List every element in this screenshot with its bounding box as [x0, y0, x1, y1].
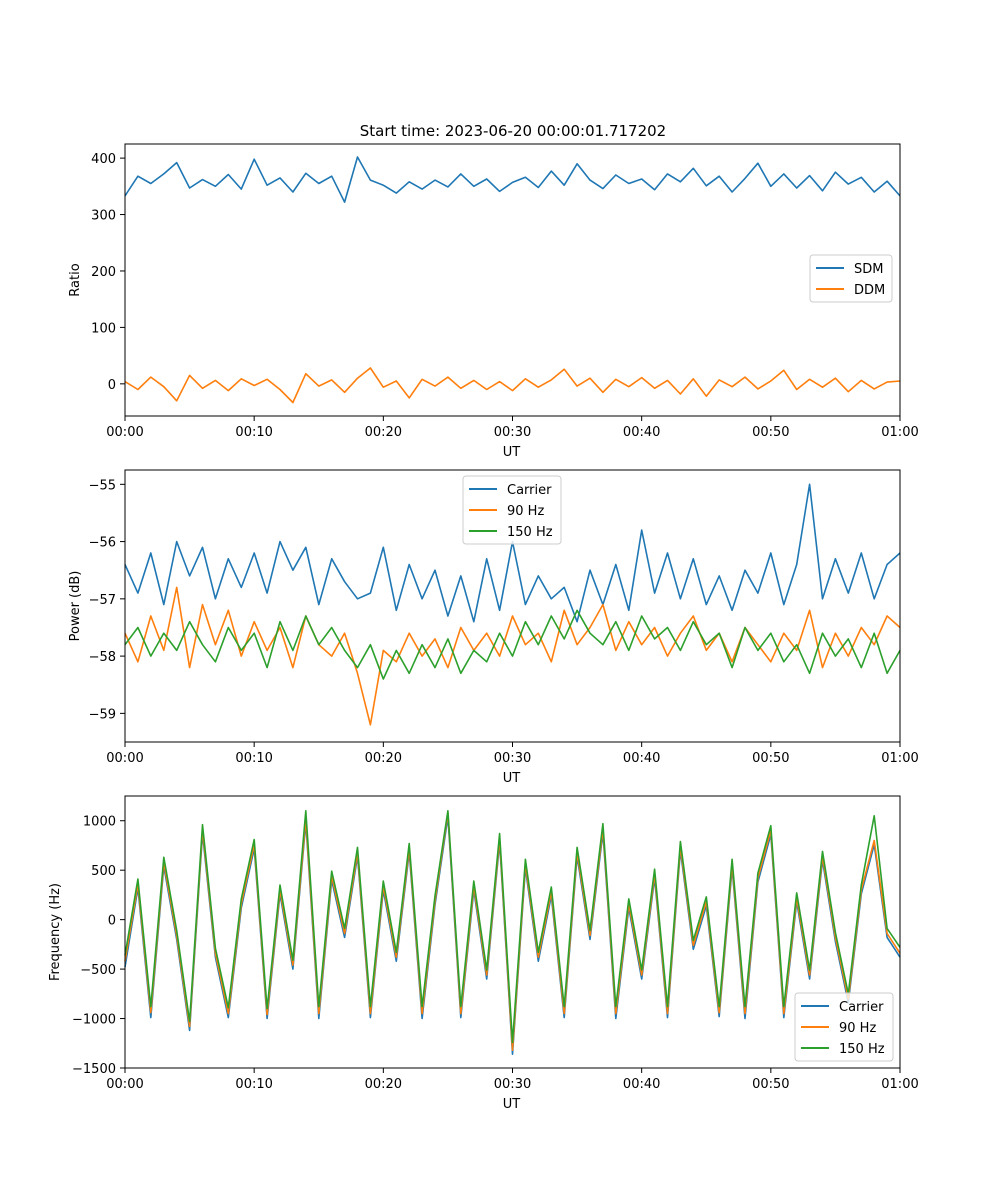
x-tick-label: 00:10 — [235, 751, 272, 766]
legend: Carrier 90 Hz 150 Hz — [794, 992, 894, 1062]
y-axis-label: Power (dB) — [68, 571, 83, 642]
x-tick-label: 00:40 — [623, 751, 660, 766]
y-tick-label: 300 — [91, 209, 116, 224]
y-tick-label: 100 — [91, 321, 116, 336]
x-tick-label: 00:20 — [365, 425, 402, 440]
series-line-150-hz — [124, 609, 901, 680]
legend: SDM DDM — [809, 254, 893, 303]
x-axis-label: UT — [503, 1097, 521, 1112]
y-tick-label: −1500 — [72, 1062, 116, 1077]
y-tick-label: −57 — [89, 593, 116, 608]
y-tick-label: −58 — [89, 650, 116, 665]
x-tick-label: 00:00 — [106, 425, 143, 440]
x-tick-label: 01:00 — [881, 751, 918, 766]
legend-entry: 90 Hz — [839, 1021, 876, 1036]
legend-entry: Carrier — [507, 483, 552, 498]
x-tick-label: 00:50 — [752, 425, 789, 440]
x-tick-label: 00:00 — [106, 1077, 143, 1092]
legend-box — [809, 254, 893, 303]
x-tick-label: 00:30 — [494, 1077, 531, 1092]
y-tick-label: −1000 — [72, 1013, 116, 1028]
x-tick-label: 00:20 — [365, 751, 402, 766]
legend-entry: 90 Hz — [507, 504, 544, 519]
x-tick-label: 00:10 — [235, 1077, 272, 1092]
y-tick-label: 0 — [108, 378, 116, 393]
legend-entry: Carrier — [839, 1000, 884, 1015]
y-tick-label: −59 — [89, 707, 116, 722]
y-axis-label: Frequency (Hz) — [48, 883, 63, 981]
legend-box — [462, 475, 562, 545]
x-tick-label: 00:10 — [235, 425, 272, 440]
series-line-carrier — [124, 815, 901, 1055]
x-axis-label: UT — [503, 445, 521, 460]
y-axis-label: Ratio — [68, 263, 83, 296]
series-line-ddm — [124, 367, 901, 404]
plot-frame — [124, 143, 901, 417]
y-tick-label: 200 — [91, 265, 116, 280]
legend: Carrier 90 Hz 150 Hz — [462, 475, 562, 545]
legend-entry: DDM — [854, 283, 885, 298]
x-tick-label: 00:30 — [494, 425, 531, 440]
y-tick-label: 1000 — [83, 815, 116, 830]
x-tick-label: 00:50 — [752, 1077, 789, 1092]
x-axis-label: UT — [503, 771, 521, 786]
x-tick-label: 00:50 — [752, 751, 789, 766]
x-tick-label: 00:30 — [494, 751, 531, 766]
series-line-90-hz — [124, 586, 901, 726]
x-tick-label: 01:00 — [881, 425, 918, 440]
x-tick-label: 01:00 — [881, 1077, 918, 1092]
y-tick-label: −55 — [89, 478, 116, 493]
y-tick-label: 500 — [91, 864, 116, 879]
legend-box — [794, 992, 894, 1062]
legend-entry: 150 Hz — [839, 1042, 885, 1057]
chart-panel-3: 00:00 00:10 00:20 00:30 00:40 00:50 01:00 1000 5… — [48, 795, 919, 1112]
chart-panel-2: 00:00 00:10 00:20 00:30 00:40 00:50 01:00 −55 −5… — [68, 469, 919, 786]
panels: 00:00 00:10 00:20 00:30 00:40 00:50 01:00 0 100 2… — [48, 143, 919, 1112]
x-tick-label: 00:40 — [623, 1077, 660, 1092]
x-tick-label: 00:40 — [623, 425, 660, 440]
series-line-sdm — [124, 156, 901, 203]
chart-title: Start time: 2023-06-20 00:00:01.717202 — [360, 122, 666, 140]
y-tick-label: 400 — [91, 152, 116, 167]
plot-frame — [124, 795, 901, 1069]
x-tick-label: 00:20 — [365, 1077, 402, 1092]
series-line-150-hz — [124, 809, 901, 1044]
y-tick-label: −500 — [80, 963, 116, 978]
legend-entry: SDM — [854, 262, 883, 277]
chart-panel-1: 00:00 00:10 00:20 00:30 00:40 00:50 01:00 0 100 2… — [68, 143, 919, 460]
x-tick-label: 00:00 — [106, 751, 143, 766]
y-tick-label: 0 — [108, 914, 116, 929]
legend-entry: 150 Hz — [507, 525, 553, 540]
y-tick-label: −56 — [89, 536, 116, 551]
